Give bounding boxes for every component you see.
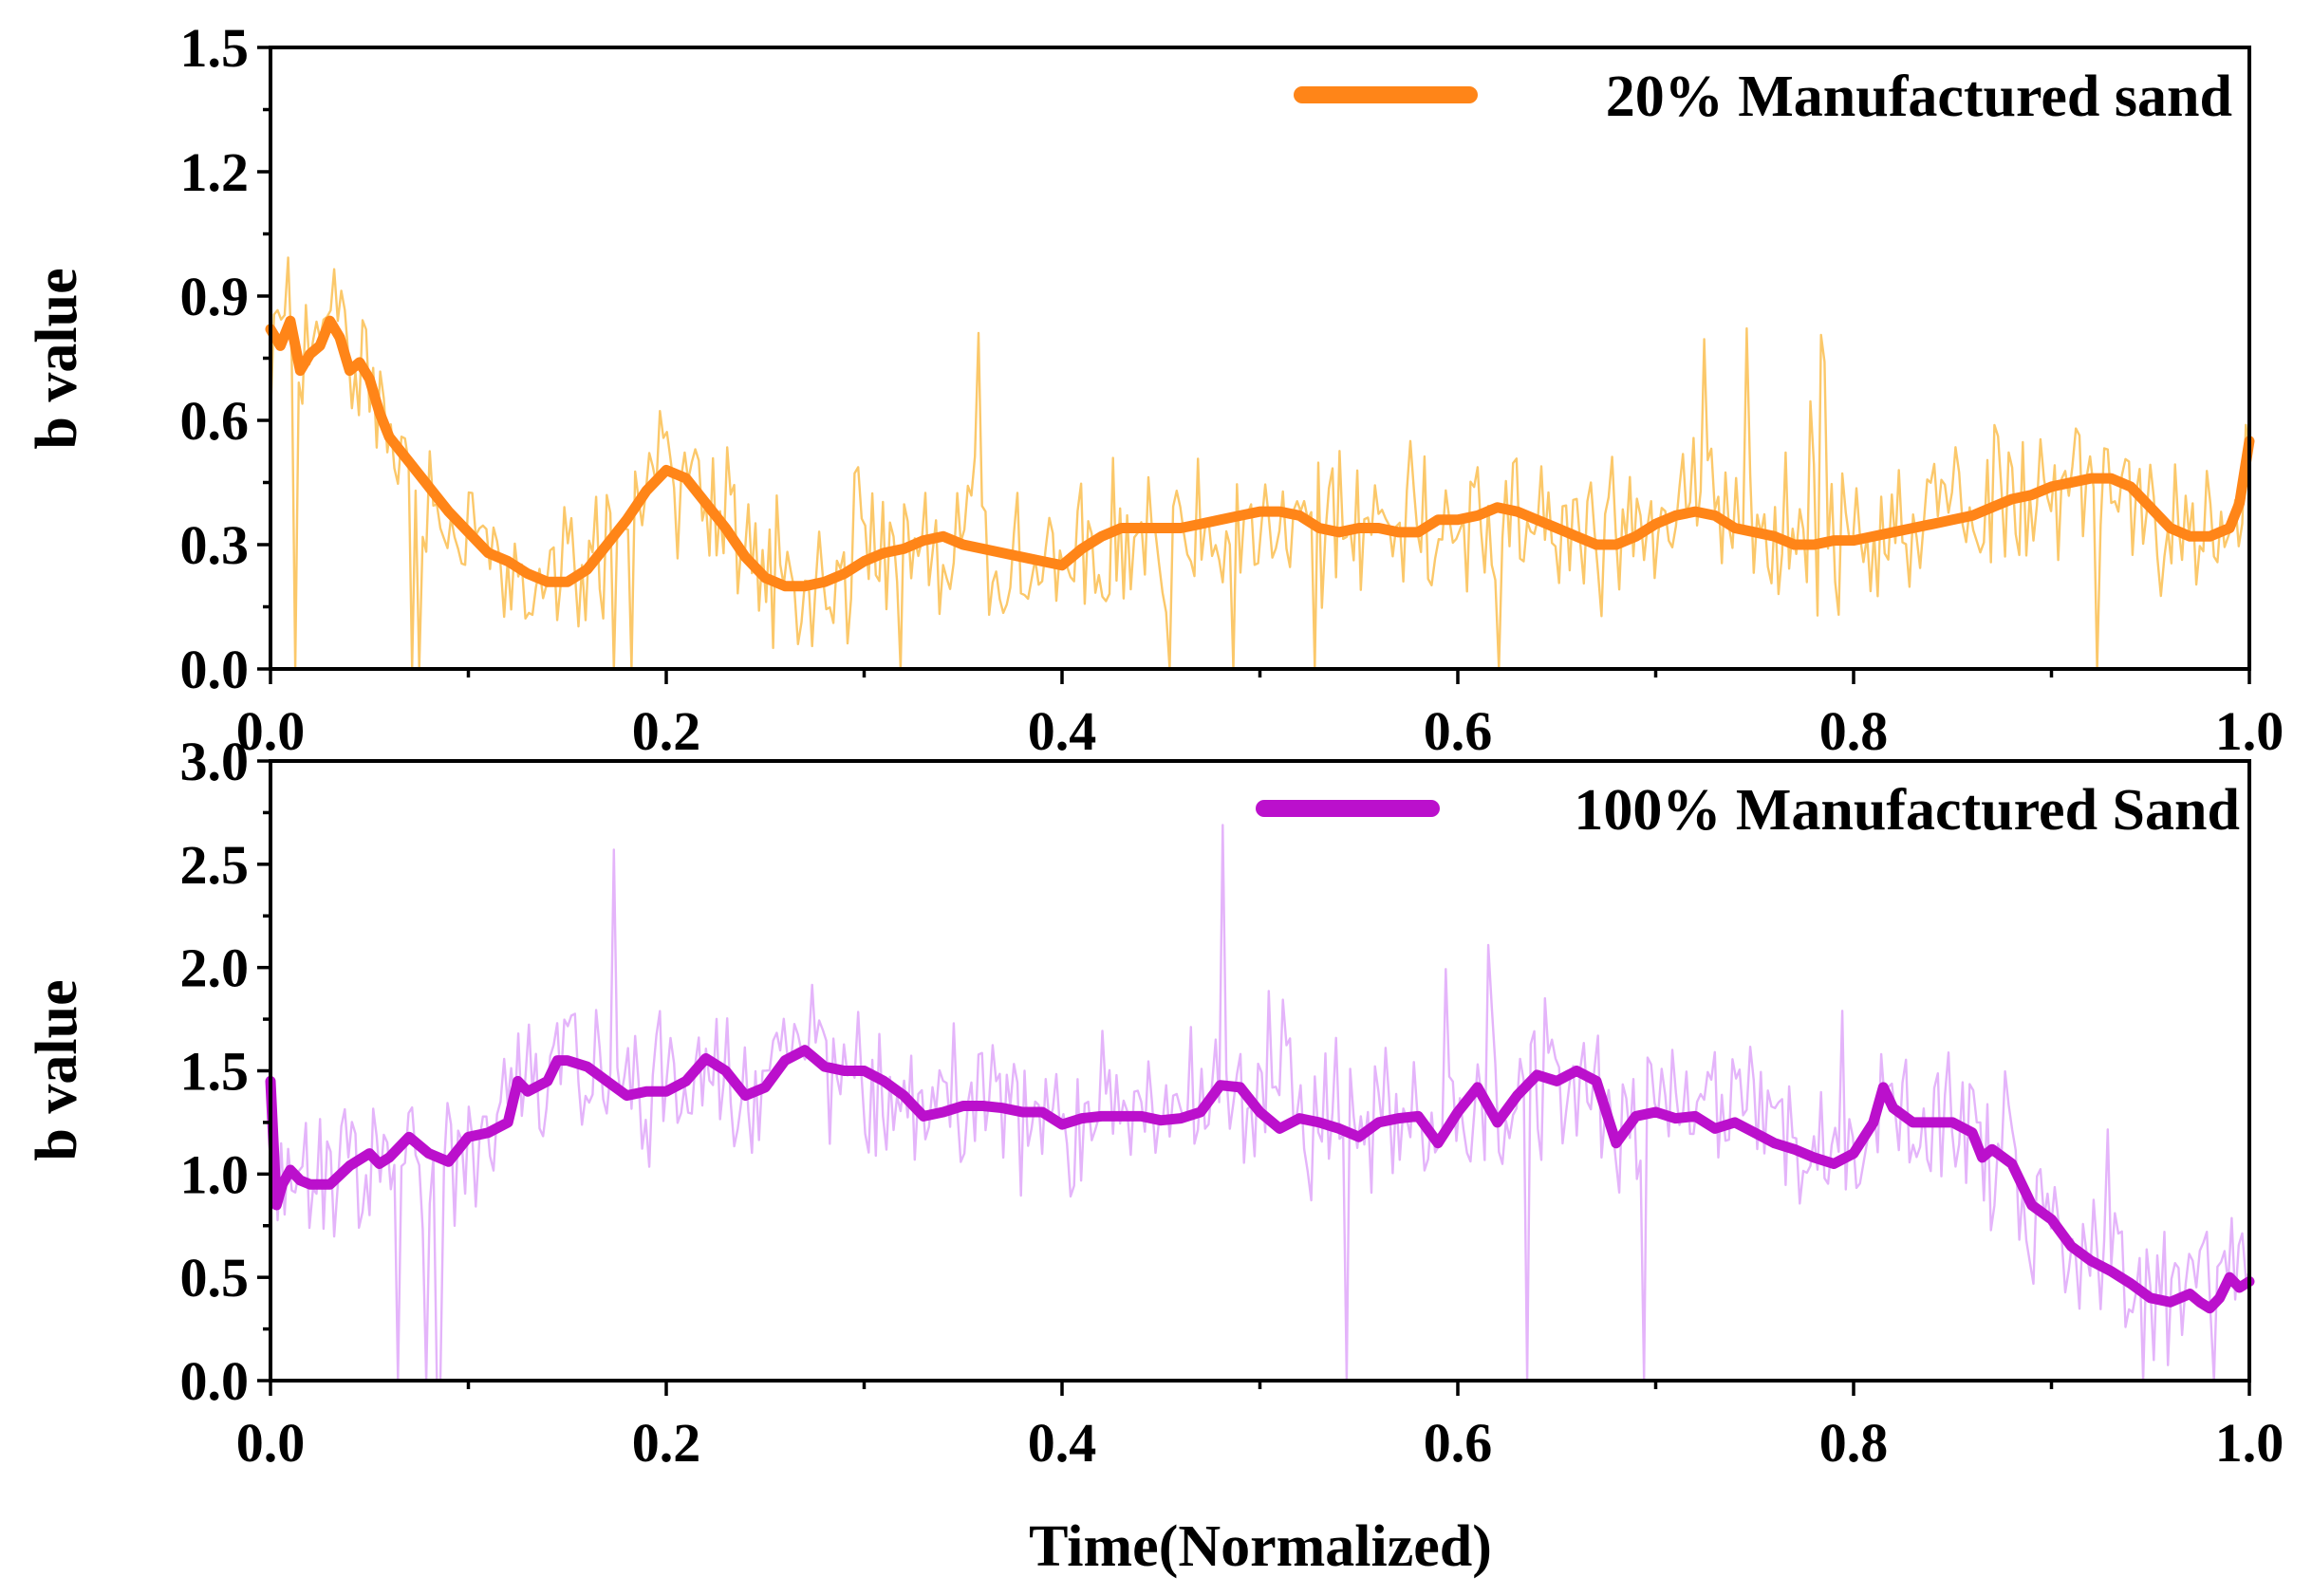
bottom-x-tick-labels: 0.0 0.2 0.4 0.6 0.8 1.0 [236, 1412, 2284, 1474]
bottom-y-axis-title: b value [25, 979, 89, 1160]
top-ytick-label: 1.5 [180, 17, 250, 79]
top-ytick-label: 1.2 [180, 141, 250, 203]
bot-ytick-label: 2.0 [180, 937, 250, 999]
top-raw-line [269, 256, 2251, 671]
top-xtick-label: 0.0 [236, 700, 306, 762]
bot-raw-line [269, 824, 2251, 1383]
bot-smoothed-line [265, 1045, 2255, 1314]
top-xtick-label: 1.0 [2215, 700, 2284, 762]
bottom-legend: 100% Manufactured Sand [1256, 778, 2240, 843]
bottom-y-tick-labels: 0.0 0.5 1.0 1.5 2.0 2.5 3.0 [180, 731, 250, 1412]
top-axis-ticks [257, 46, 2251, 684]
top-raw-series [269, 256, 2251, 671]
top-ytick-label: 0.0 [180, 639, 250, 700]
top-plot-frame [269, 46, 2251, 671]
top-xtick-label: 0.4 [1028, 700, 1097, 762]
bottom-panel: 0.0 0.5 1.0 1.5 2.0 2.5 3.0 0.0 0.2 0.4 0.6 0.8 1.0… [25, 731, 2284, 1579]
bot-ytick-label: 2.5 [180, 834, 250, 896]
top-ytick-label: 0.9 [180, 266, 250, 327]
top-panel: 0.0 0.3 0.6 0.9 1.2 1.5 0.0 0.2 0.4 0.6 0.8 1.0 b … [25, 17, 2284, 762]
bot-ytick-label: 0.0 [180, 1350, 250, 1412]
top-smoothed-line [265, 315, 2255, 592]
top-xtick-label: 0.6 [1424, 700, 1493, 762]
top-ytick-label: 0.6 [180, 390, 250, 452]
bot-xtick-label: 0.2 [632, 1412, 701, 1474]
bottom-smoothed-series [265, 1045, 2255, 1314]
x-axis-title: Time(Normalized) [1029, 1514, 1492, 1579]
bot-xtick-label: 0.0 [236, 1412, 306, 1474]
bot-xtick-label: 0.8 [1819, 1412, 1889, 1474]
bottom-raw-series [269, 824, 2251, 1383]
top-xtick-label: 0.8 [1819, 700, 1889, 762]
bot-xtick-label: 0.6 [1424, 1412, 1493, 1474]
top-y-tick-labels: 0.0 0.3 0.6 0.9 1.2 1.5 [180, 17, 250, 700]
bot-ytick-label: 1.5 [180, 1041, 250, 1103]
top-legend-label: 20% Manufactured sand [1606, 65, 2232, 129]
bottom-legend-label: 100% Manufactured Sand [1574, 778, 2240, 843]
bottom-axis-ticks [257, 759, 2251, 1396]
top-x-tick-labels: 0.0 0.2 0.4 0.6 0.8 1.0 [236, 700, 2284, 762]
top-legend: 20% Manufactured sand [1294, 65, 2232, 129]
top-xtick-label: 0.2 [632, 700, 701, 762]
bot-ytick-label: 3.0 [180, 731, 250, 792]
bot-xtick-label: 1.0 [2215, 1412, 2284, 1474]
bot-ytick-label: 1.0 [180, 1143, 250, 1205]
top-y-axis-title: b value [25, 268, 89, 449]
bot-xtick-label: 0.4 [1028, 1412, 1097, 1474]
top-smoothed-series [265, 315, 2255, 592]
bot-ytick-label: 0.5 [180, 1247, 250, 1308]
top-ytick-label: 0.3 [180, 514, 250, 576]
